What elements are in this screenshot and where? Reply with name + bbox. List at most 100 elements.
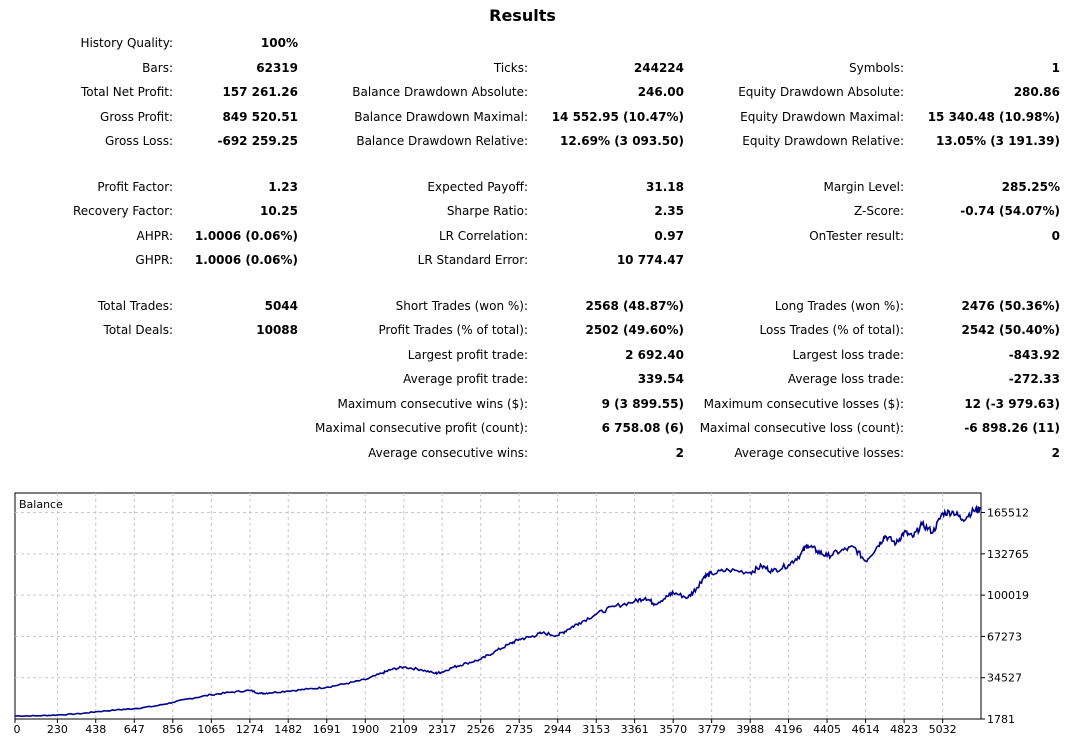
stat-value: 100% bbox=[260, 36, 298, 50]
stat-label: History Quality: bbox=[80, 36, 173, 50]
stat-value: 13.05% (3 191.39) bbox=[936, 134, 1060, 148]
x-tick-label: 4823 bbox=[890, 723, 918, 736]
stat-value: 12.69% (3 093.50) bbox=[560, 134, 684, 148]
stat-label: Total Deals: bbox=[103, 323, 173, 337]
stat-label: Equity Drawdown Relative: bbox=[742, 134, 904, 148]
stat-label: LR Correlation: bbox=[438, 229, 528, 243]
x-tick-label: 3153 bbox=[582, 723, 610, 736]
stat-value: 849 520.51 bbox=[222, 110, 298, 124]
x-tick-label: 4196 bbox=[775, 723, 803, 736]
stat-value: -272.33 bbox=[1008, 372, 1060, 386]
stat-value: -843.92 bbox=[1008, 348, 1060, 362]
stat-label: Profit Trades (% of total): bbox=[378, 323, 528, 337]
stat-value: 6 758.08 (6) bbox=[601, 421, 684, 435]
stat-value: 62319 bbox=[256, 61, 298, 75]
y-tick-label: 1781 bbox=[987, 713, 1015, 726]
results-title: Results bbox=[489, 6, 556, 25]
x-tick-label: 2109 bbox=[390, 723, 418, 736]
x-tick-label: 3988 bbox=[736, 723, 764, 736]
stat-value: 2502 (49.60%) bbox=[585, 323, 684, 337]
stat-label: Average profit trade: bbox=[403, 372, 528, 386]
stat-label: Short Trades (won %): bbox=[395, 299, 528, 313]
y-tick-label: 132765 bbox=[987, 548, 1029, 561]
stat-label: Equity Drawdown Absolute: bbox=[738, 85, 904, 99]
x-tick-label: 3779 bbox=[698, 723, 726, 736]
stat-label: Loss Trades (% of total): bbox=[759, 323, 905, 337]
stat-label: AHPR: bbox=[136, 229, 173, 243]
stat-label: Gross Profit: bbox=[100, 110, 173, 124]
stat-label: OnTester result: bbox=[809, 229, 904, 243]
x-tick-label: 1274 bbox=[236, 723, 264, 736]
stat-value: 1.23 bbox=[268, 180, 298, 194]
x-tick-label: 647 bbox=[124, 723, 145, 736]
stat-label: Average loss trade: bbox=[787, 372, 904, 386]
stat-label: Largest loss trade: bbox=[792, 348, 904, 362]
stat-value: 2.35 bbox=[654, 204, 684, 218]
stat-value: 15 340.48 (10.98%) bbox=[927, 110, 1060, 124]
stat-value: 10.25 bbox=[260, 204, 298, 218]
stat-value: 246.00 bbox=[637, 85, 684, 99]
x-tick-label: 1065 bbox=[197, 723, 225, 736]
stat-label: Symbols: bbox=[849, 61, 904, 75]
stat-label: Long Trades (won %): bbox=[774, 299, 904, 313]
stat-value: 339.54 bbox=[637, 372, 684, 386]
stat-label: Maximum consecutive wins ($): bbox=[337, 397, 528, 411]
stat-value: 2568 (48.87%) bbox=[585, 299, 684, 313]
x-tick-label: 5032 bbox=[929, 723, 957, 736]
stat-value: 2476 (50.36%) bbox=[961, 299, 1060, 313]
y-tick-label: 34527 bbox=[987, 672, 1022, 685]
stat-value: 2 bbox=[1051, 446, 1060, 460]
stat-label: Z-Score: bbox=[854, 204, 904, 218]
x-tick-label: 2526 bbox=[467, 723, 495, 736]
balance-chart: Balance 165512 132765 100019 67273 34527 1781… bbox=[14, 492, 1029, 736]
stat-value: 12 (-3 979.63) bbox=[964, 397, 1060, 411]
stat-value: 2 692.40 bbox=[625, 348, 684, 362]
stat-value: 280.86 bbox=[1013, 85, 1060, 99]
stat-value: 1.0006 (0.06%) bbox=[194, 229, 298, 243]
stat-value: 0.97 bbox=[654, 229, 684, 243]
stat-value: 10088 bbox=[256, 323, 298, 337]
x-tick-label: 4405 bbox=[813, 723, 841, 736]
stat-label: Balance Drawdown Absolute: bbox=[352, 85, 528, 99]
x-tick-label: 0 bbox=[14, 723, 21, 736]
stat-value: 2 bbox=[675, 446, 684, 460]
x-tick-label: 4614 bbox=[852, 723, 880, 736]
x-tick-label: 3361 bbox=[621, 723, 649, 736]
x-tick-label: 856 bbox=[162, 723, 183, 736]
stat-label: Ticks: bbox=[493, 61, 528, 75]
x-tick-label: 438 bbox=[85, 723, 106, 736]
stat-label: Balance Drawdown Maximal: bbox=[354, 110, 528, 124]
stat-value: 2542 (50.40%) bbox=[961, 323, 1060, 337]
stat-label: Equity Drawdown Maximal: bbox=[740, 110, 904, 124]
y-tick-label: 67273 bbox=[987, 630, 1022, 643]
stat-label: GHPR: bbox=[135, 253, 173, 267]
stat-label: Expected Payoff: bbox=[427, 180, 528, 194]
stat-label: Profit Factor: bbox=[97, 180, 173, 194]
x-tick-label: 2944 bbox=[544, 723, 572, 736]
x-tick-label: 1482 bbox=[274, 723, 302, 736]
x-tick-label: 2735 bbox=[505, 723, 533, 736]
stat-label: Maximum consecutive losses ($): bbox=[703, 397, 904, 411]
stat-label: Recovery Factor: bbox=[72, 204, 173, 218]
stat-value: -692 259.25 bbox=[217, 134, 298, 148]
stat-value: 5044 bbox=[264, 299, 298, 313]
stat-label: Balance Drawdown Relative: bbox=[356, 134, 528, 148]
y-axis-labels: 165512 132765 100019 67273 34527 1781 bbox=[981, 507, 1029, 726]
x-tick-label: 230 bbox=[47, 723, 68, 736]
chart-title: Balance bbox=[19, 498, 63, 511]
stat-value: -6 898.26 (11) bbox=[964, 421, 1060, 435]
stat-label: Gross Loss: bbox=[105, 134, 173, 148]
stat-value: 285.25% bbox=[1001, 180, 1060, 194]
stat-value: 9 (3 899.55) bbox=[601, 397, 684, 411]
y-tick-label: 165512 bbox=[987, 507, 1029, 520]
stat-value: 10 774.47 bbox=[616, 253, 684, 267]
stat-label: Sharpe Ratio: bbox=[446, 204, 528, 218]
stat-value: 1.0006 (0.06%) bbox=[194, 253, 298, 267]
stat-label: Total Trades: bbox=[98, 299, 173, 313]
stat-label: Average consecutive wins: bbox=[368, 446, 528, 460]
stat-label: Average consecutive losses: bbox=[734, 446, 904, 460]
y-tick-label: 100019 bbox=[987, 589, 1029, 602]
stat-label: Total Net Profit: bbox=[80, 85, 173, 99]
x-tick-label: 1900 bbox=[351, 723, 379, 736]
stat-value: 244224 bbox=[633, 61, 684, 75]
